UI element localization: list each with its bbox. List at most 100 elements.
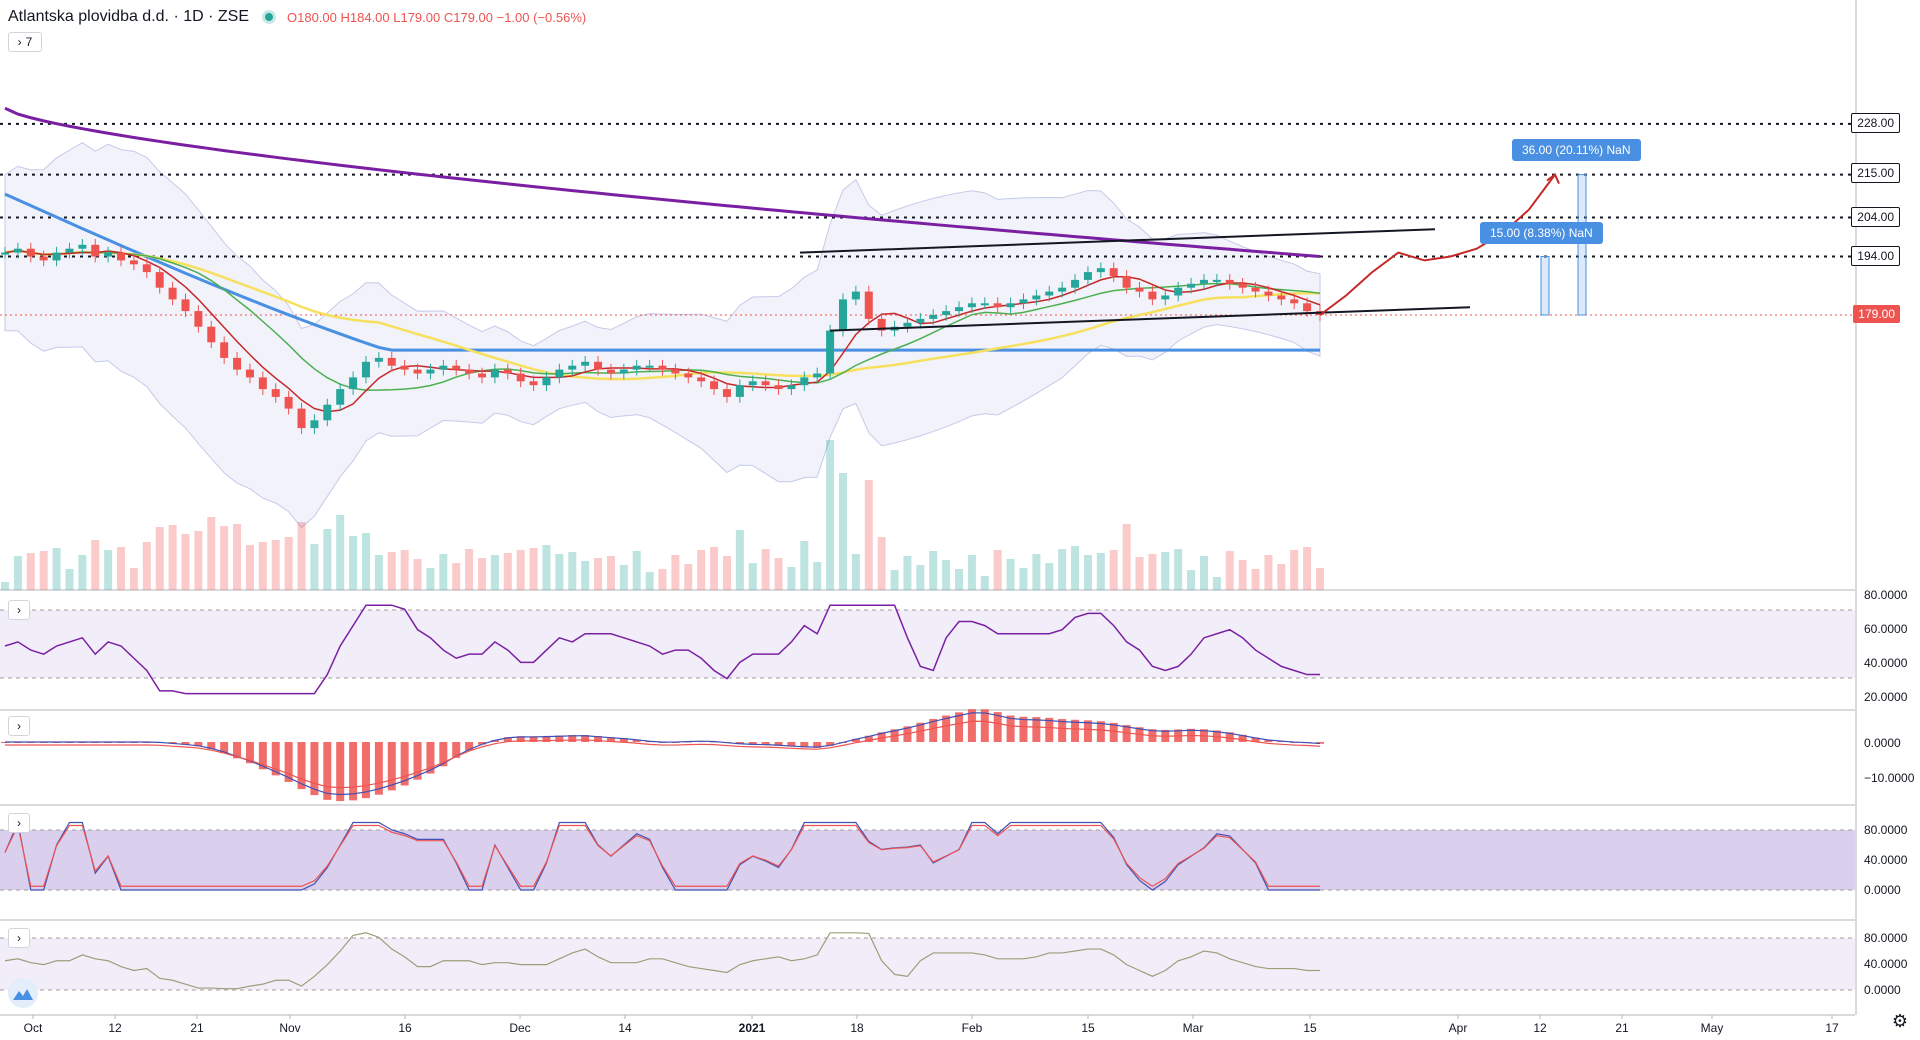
- macd-histogram-bar: [826, 742, 835, 746]
- candle-body: [955, 307, 964, 312]
- candle-body: [1212, 279, 1221, 282]
- candle-body: [877, 318, 886, 331]
- macd-histogram-bar: [748, 742, 757, 745]
- macd-histogram-bar: [877, 732, 886, 742]
- stoch-pane-toggle[interactable]: ›: [8, 813, 30, 833]
- candle-body: [710, 381, 719, 390]
- macd-histogram-bar: [194, 742, 203, 747]
- volume-bar: [581, 561, 590, 590]
- mountain-icon: [13, 989, 33, 1000]
- volume-bar: [336, 515, 345, 590]
- volume-bar: [1199, 556, 1208, 590]
- volume-bar: [1058, 549, 1067, 590]
- volume-bar: [258, 542, 267, 590]
- candle-body: [671, 369, 680, 374]
- chart-header: Atlantska plovidba d.d. · 1D · ZSE O180.…: [8, 8, 586, 26]
- rsi-pane-toggle[interactable]: ›: [8, 600, 30, 620]
- candle-body: [542, 377, 551, 386]
- candle-body: [787, 385, 796, 390]
- macd-histogram-bar: [336, 742, 345, 802]
- volume-bar: [697, 550, 706, 590]
- macd-histogram-bar: [1019, 716, 1028, 742]
- indicators-collapse-button[interactable]: › 7: [8, 32, 42, 52]
- volume-bar: [1019, 568, 1028, 590]
- candle-body: [1122, 276, 1131, 288]
- candle-body: [903, 322, 912, 327]
- macd-histogram-bar: [323, 742, 332, 800]
- candle-body: [400, 365, 409, 370]
- macd-histogram-bar: [581, 735, 590, 742]
- range-callout[interactable]: 15.00 (8.38%) NaN: [1480, 222, 1603, 244]
- candle-body: [929, 315, 938, 319]
- range-callout[interactable]: 36.00 (20.11%) NaN: [1512, 139, 1641, 161]
- candle-body: [967, 303, 976, 308]
- trendline-upper: [799, 228, 1436, 254]
- volume-bar: [980, 576, 989, 590]
- brand-logo-icon[interactable]: [8, 978, 38, 1008]
- chevron-right-icon: ›: [17, 719, 21, 733]
- macd-histogram-bar: [774, 742, 783, 746]
- candle-body: [1174, 287, 1183, 296]
- candle-body: [761, 381, 770, 386]
- candle-body: [748, 381, 757, 386]
- candle-body: [942, 311, 951, 315]
- volume-bar: [233, 524, 242, 590]
- chevron-right-icon: ›: [17, 816, 21, 830]
- candle-body: [297, 408, 306, 429]
- time-axis-label: Apr: [1449, 1021, 1468, 1035]
- candle-body: [1187, 283, 1196, 288]
- volume-bar: [710, 547, 719, 590]
- price-level-label: 204.00: [1851, 207, 1900, 227]
- macd-pane-toggle[interactable]: ›: [8, 716, 30, 736]
- volume-bar: [516, 550, 525, 590]
- volume-bar: [400, 550, 409, 590]
- rsi-axis-label: 40.0000: [1864, 656, 1908, 670]
- volume-bar: [787, 567, 796, 590]
- volume-bar: [1006, 559, 1015, 590]
- macd-histogram-bar: [490, 740, 499, 742]
- cci-axis-label: 0.0000: [1864, 983, 1901, 997]
- time-axis-label: 15: [1303, 1021, 1317, 1035]
- candle-body: [735, 385, 744, 397]
- candle-body: [980, 303, 989, 306]
- macd-histogram-bar: [478, 742, 487, 745]
- macd-histogram-bar: [1096, 721, 1105, 742]
- macd-histogram-bar: [555, 735, 564, 742]
- volume-bar: [220, 526, 229, 590]
- candle-body: [1277, 295, 1286, 300]
- macd-histogram-bar: [1083, 720, 1092, 742]
- volume-bar: [1187, 570, 1196, 590]
- macd-histogram-bar: [1006, 715, 1015, 742]
- rsi-band: [0, 610, 1855, 678]
- volume-bar: [1316, 568, 1324, 590]
- macd-histogram-bar: [980, 709, 989, 742]
- macd-histogram-bar: [619, 738, 628, 742]
- candle-body: [568, 365, 577, 370]
- macd-histogram-bar: [271, 742, 280, 776]
- candle-body: [1045, 291, 1054, 296]
- volume-bar: [181, 534, 190, 590]
- candle-body: [181, 299, 190, 312]
- volume-bar: [1096, 553, 1105, 590]
- volume-bar: [1109, 550, 1118, 590]
- volume-bar: [1174, 549, 1183, 590]
- rsi-axis-label: 80.0000: [1864, 588, 1908, 602]
- candle-body: [1019, 299, 1028, 304]
- macd-histogram-bar: [864, 735, 873, 742]
- volume-bar: [374, 555, 383, 590]
- macd-histogram-bar: [955, 712, 964, 742]
- candle-body: [1290, 299, 1299, 304]
- cci-pane-toggle[interactable]: ›: [8, 928, 30, 948]
- gear-icon[interactable]: ⚙: [1891, 1011, 1908, 1031]
- candle-body: [1083, 272, 1092, 280]
- chevron-right-icon: ›: [17, 931, 21, 945]
- chevron-right-icon: ›: [17, 35, 22, 49]
- symbol-title[interactable]: Atlantska plovidba d.d. · 1D · ZSE: [8, 8, 249, 25]
- candle-body: [722, 389, 731, 397]
- stoch-axis-label: 0.0000: [1864, 883, 1901, 897]
- volume-bar: [1, 582, 9, 590]
- candle-body: [838, 299, 847, 331]
- volume-bar: [245, 545, 254, 590]
